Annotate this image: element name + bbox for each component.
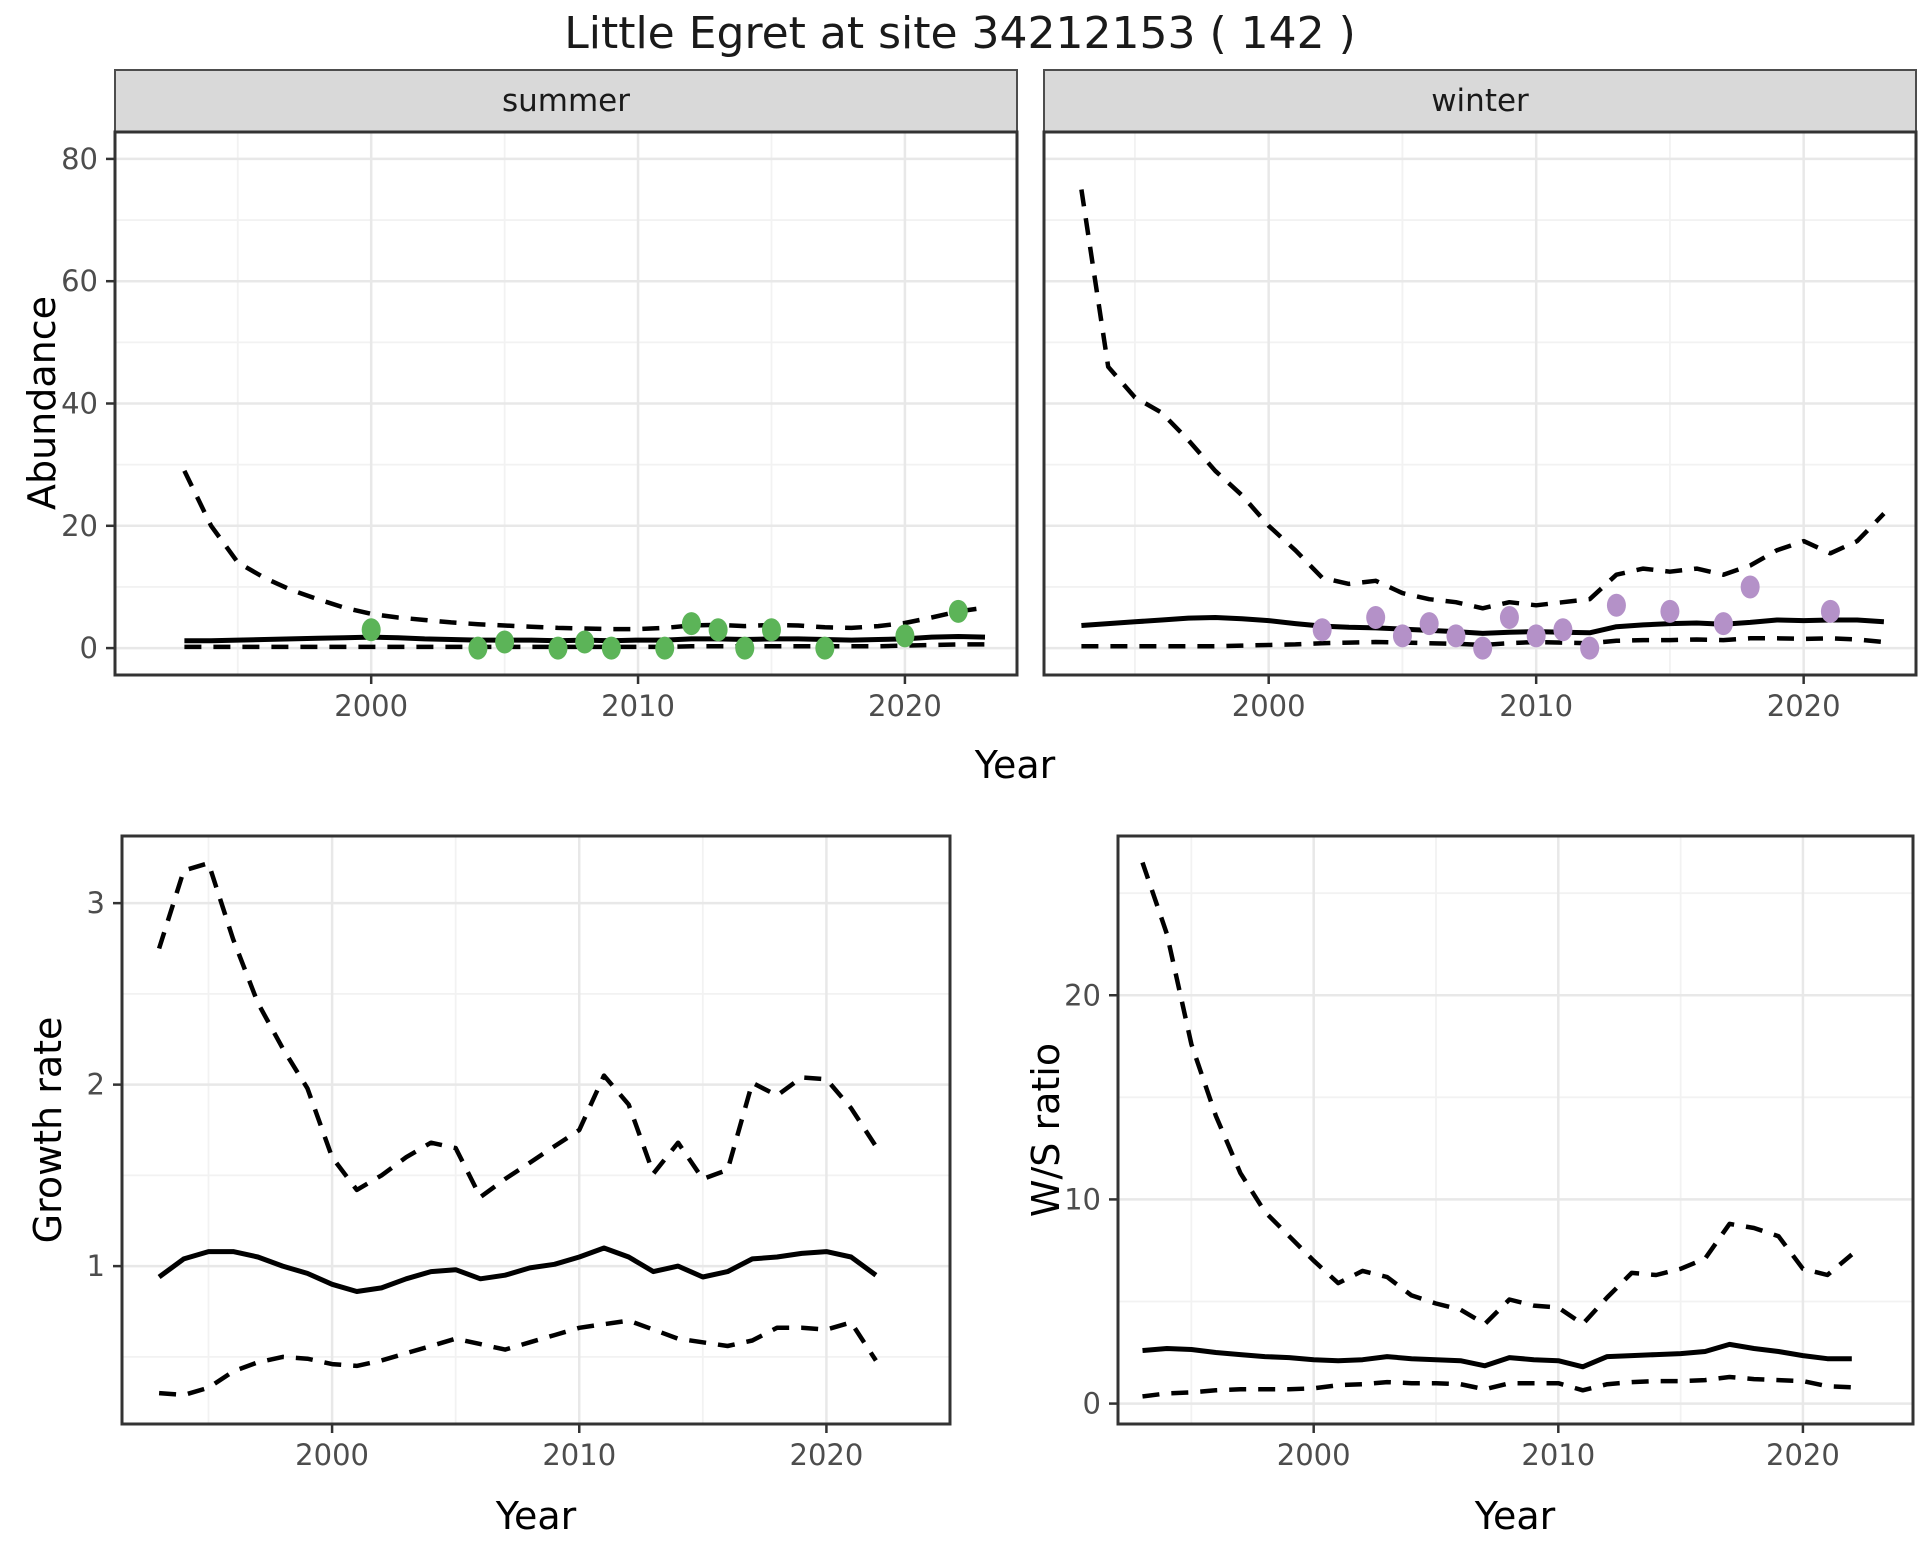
y-axis-title-growth-rate: Growth rate <box>26 1016 70 1244</box>
growth_rate-median-line <box>157 1245 878 1294</box>
x-axis-title-top: Year <box>974 743 1056 787</box>
abundance_summer-lower_95ci-line <box>184 642 985 650</box>
ws_ratio-panel-border <box>1116 834 1915 1426</box>
abundance_summer-data-point <box>655 636 675 660</box>
y-tick-label: 3 <box>87 886 105 920</box>
y-axis-title-ws-ratio: W/S ratio <box>1024 1042 1068 1218</box>
x-tick-label: 2020 <box>1766 1438 1840 1472</box>
x-tick-label: 2000 <box>334 689 408 723</box>
y-tick-label: 80 <box>61 142 98 176</box>
abundance_winter-median-line <box>1081 615 1885 636</box>
facet-strip-label-winter: winter <box>1431 83 1529 119</box>
abundance_summer-upper_95ci-line <box>182 469 986 632</box>
facet-strip-label-summer: summer <box>501 83 630 119</box>
growth_rate-upper_95ci-line <box>156 860 878 1200</box>
x-tick-label: 2000 <box>1232 689 1306 723</box>
y-tick-label: 20 <box>61 509 98 543</box>
x-tick-label: 2020 <box>868 689 942 723</box>
ws_ratio-lower_95ci-line <box>1142 1374 1852 1399</box>
abundance_winter-upper_95ci-line <box>1079 189 1886 611</box>
growth_rate-panel-border <box>120 834 952 1426</box>
abundance_winter-lower_95ci-line <box>1081 636 1885 649</box>
abundance_summer-data-point <box>815 636 835 660</box>
abundance_winter-panel-border <box>1042 130 1918 677</box>
y-tick-label: 20 <box>1064 978 1101 1012</box>
x-tick-label: 2000 <box>295 1438 369 1472</box>
abundance_winter-data-point <box>1473 636 1493 660</box>
abundance_winter-data-point <box>1312 618 1332 642</box>
abundance_winter-data-point <box>1499 606 1519 630</box>
abundance_summer-data-point <box>601 636 621 660</box>
y-tick-label: 10 <box>1064 1182 1101 1216</box>
y-tick-label: 1 <box>87 1249 105 1283</box>
y-tick-label: 0 <box>1083 1387 1101 1421</box>
abundance_winter-data-point <box>1526 624 1546 648</box>
abundance_summer-data-point <box>761 618 781 642</box>
ws_ratio-upper_95ci-line <box>1140 861 1854 1327</box>
abundance_winter-data-point <box>1660 599 1680 623</box>
abundance_winter-data-point <box>1820 599 1840 623</box>
x-axis-title-ws-ratio: Year <box>1474 1494 1556 1538</box>
abundance_winter-facet-strip <box>1043 69 1917 133</box>
abundance_winter-data-point <box>1553 618 1573 642</box>
abundance_summer-data-point <box>895 624 915 648</box>
x-tick-label: 2020 <box>790 1438 864 1472</box>
abundance_winter-data-point <box>1392 624 1412 648</box>
abundance_winter-data-point <box>1580 636 1600 660</box>
abundance_summer-facet-strip <box>114 69 1018 133</box>
abundance_winter-data-point <box>1740 575 1760 599</box>
abundance_summer-data-point <box>708 618 728 642</box>
abundance_summer-data-point <box>548 636 568 660</box>
growth_rate-lower_95ci-line <box>158 1318 878 1398</box>
y-tick-label: 2 <box>87 1068 105 1102</box>
x-tick-label: 2000 <box>1277 1438 1351 1472</box>
x-axis-title-growth-rate: Year <box>495 1494 577 1538</box>
abundance_summer-data-point <box>468 636 488 660</box>
abundance_summer-data-point <box>361 618 381 642</box>
abundance_summer-data-point <box>575 630 595 654</box>
ws_ratio-median-line <box>1142 1341 1852 1370</box>
y-tick-label: 0 <box>80 631 98 665</box>
x-tick-label: 2010 <box>1499 689 1573 723</box>
x-tick-label: 2020 <box>1767 689 1841 723</box>
growth_rate-panel-background <box>122 836 950 1424</box>
x-tick-label: 2010 <box>542 1438 616 1472</box>
abundance_summer-data-point <box>495 630 515 654</box>
abundance_summer-data-point <box>681 612 701 636</box>
abundance_summer-data-point <box>735 636 755 660</box>
x-tick-label: 2010 <box>601 689 675 723</box>
page-title: Little Egret at site 34212153 ( 142 ) <box>564 8 1356 59</box>
y-axis-title-abundance: Abundance <box>20 295 64 511</box>
ws_ratio-panel-background <box>1118 836 1913 1424</box>
y-tick-label: 60 <box>61 264 98 298</box>
abundance_winter-data-point <box>1446 624 1466 648</box>
abundance_winter-data-point <box>1713 612 1733 636</box>
abundance_winter-data-point <box>1366 606 1386 630</box>
abundance_winter-data-point <box>1419 612 1439 636</box>
y-tick-label: 40 <box>61 387 98 421</box>
abundance_summer-data-point <box>948 599 968 623</box>
x-tick-label: 2010 <box>1521 1438 1595 1472</box>
abundance_winter-data-point <box>1606 593 1626 617</box>
